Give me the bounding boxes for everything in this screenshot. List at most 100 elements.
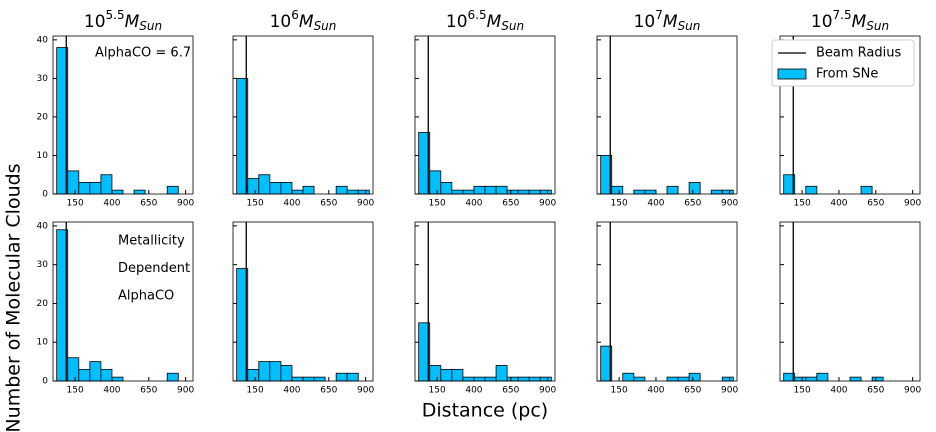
bar	[710, 189, 723, 195]
annotation: Metallicity	[118, 234, 185, 249]
bar	[462, 189, 475, 195]
x-tick-label: 400	[103, 199, 120, 209]
x-tick-label: 900	[539, 199, 556, 209]
x-tick-label: 150	[429, 386, 446, 396]
title-base: 10	[84, 12, 106, 32]
bar	[484, 185, 497, 195]
x-tick-label: 150	[429, 199, 446, 209]
annotation: AlphaCO = 6.7	[95, 46, 191, 61]
plot-frame	[779, 35, 921, 195]
x-tick-label: 900	[904, 386, 921, 396]
legend-bar-swatch	[777, 68, 807, 80]
x-tick-label: 650	[320, 199, 337, 209]
chart-title: 106.5MSun	[446, 8, 524, 33]
bar	[440, 368, 453, 382]
chart-title: 107MSun	[634, 8, 701, 33]
title-exponent: 7.5	[833, 8, 852, 22]
title-subscript: Sun	[866, 19, 889, 33]
title-subscript: Sun	[139, 19, 162, 33]
bar	[166, 185, 179, 195]
plot-frame	[52, 221, 194, 382]
x-tick-label: 900	[177, 199, 194, 209]
x-tick-label: 400	[647, 386, 664, 396]
x-tick-label: 400	[830, 386, 847, 396]
bar	[860, 185, 873, 195]
x-tick-label: 650	[502, 386, 519, 396]
title-base: 10	[446, 12, 468, 32]
y-tick-label: 30	[37, 260, 49, 270]
x-tick-label: 400	[283, 386, 300, 396]
x-tick-label: 650	[502, 199, 519, 209]
legend-label: From SNe	[816, 67, 878, 82]
x-tick-label: 900	[357, 386, 374, 396]
y-tick-label: 40	[37, 35, 49, 45]
title-subscript: Sun	[501, 19, 524, 33]
bar	[517, 189, 530, 195]
bar	[849, 376, 862, 382]
plot-frame	[414, 35, 556, 195]
y-tick-label: 10	[37, 151, 49, 161]
y-tick-label: 40	[37, 221, 49, 231]
bar	[473, 185, 486, 195]
y-tick-label: 0	[42, 190, 48, 200]
bar	[269, 182, 282, 195]
bar	[506, 189, 519, 195]
bar	[633, 376, 646, 382]
x-tick-label: 900	[539, 386, 556, 396]
x-tick-label: 400	[465, 386, 482, 396]
bar	[495, 365, 508, 382]
bar	[644, 189, 657, 195]
bar	[688, 182, 701, 195]
bar	[100, 174, 113, 195]
x-tick-label: 150	[611, 199, 628, 209]
y-tick-label: 20	[37, 299, 49, 309]
x-tick-label: 900	[177, 386, 194, 396]
bar	[688, 372, 701, 382]
plot-frame	[414, 221, 556, 382]
x-tick-label: 150	[67, 199, 84, 209]
chart-title: 107.5MSun	[811, 8, 889, 33]
x-tick-label: 650	[867, 386, 884, 396]
title-exponent: 5.5	[106, 8, 125, 22]
plot-frame	[232, 221, 374, 382]
plot-frame	[52, 35, 194, 195]
bar	[133, 189, 146, 195]
bar	[440, 182, 453, 195]
y-tick-label: 30	[37, 74, 49, 84]
bar	[302, 185, 315, 195]
y-tick-label: 0	[42, 377, 48, 387]
bar	[539, 189, 552, 195]
y-axis-label: Number of Molecular Clouds	[3, 163, 25, 432]
legend-frame	[771, 39, 915, 87]
x-tick-label: 400	[103, 386, 120, 396]
bar	[100, 368, 113, 382]
bar	[677, 376, 690, 382]
x-tick-label: 150	[67, 386, 84, 396]
plot-frame	[232, 35, 374, 195]
bar	[247, 368, 260, 382]
x-tick-label: 150	[247, 199, 264, 209]
bar	[451, 368, 464, 382]
bar	[429, 170, 442, 195]
title-base: 10	[811, 12, 833, 32]
title-exponent: 7	[655, 8, 663, 22]
x-tick-label: 900	[357, 199, 374, 209]
bar	[89, 182, 102, 195]
y-tick-label: 10	[37, 338, 49, 348]
title-base: 10	[270, 12, 292, 32]
bar	[67, 170, 80, 195]
title-subscript: Sun	[314, 19, 337, 33]
bar	[111, 376, 124, 382]
bar	[346, 372, 359, 382]
bar	[357, 189, 370, 195]
x-tick-label: 900	[721, 199, 738, 209]
bar	[611, 185, 624, 195]
bar	[794, 376, 807, 382]
bar	[78, 182, 91, 195]
x-tick-label: 400	[830, 199, 847, 209]
bar	[495, 185, 508, 195]
title-subscript: Sun	[678, 19, 701, 33]
chart-title: 106MSun	[270, 8, 337, 33]
bar	[67, 357, 80, 382]
bar	[258, 174, 271, 195]
